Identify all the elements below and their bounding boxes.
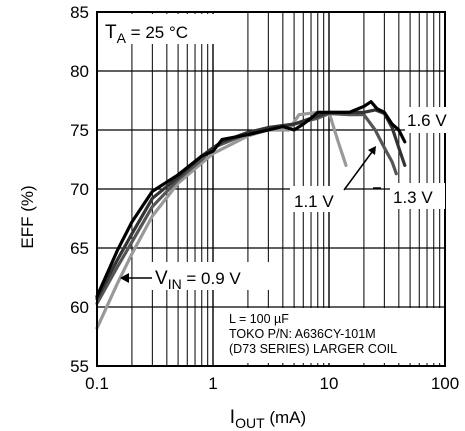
series-lines	[95, 100, 407, 330]
x-tick-0.1: 0.1	[85, 374, 109, 393]
note-line-1: TOKO P/N: A636CY-101M	[229, 327, 376, 341]
x-tick-labels: 0.1 1 10 100	[85, 374, 459, 393]
y-axis-title-text: EFF (%)	[18, 185, 37, 248]
series-annotations: VIN = 0.9 V 1.1 V 1.3 V 1.6 V	[120, 107, 457, 292]
note-line-0: L = 100 µF	[229, 312, 289, 326]
y-tick-75: 75	[70, 121, 89, 140]
vin-label-background	[150, 262, 275, 290]
x-tick-1: 1	[208, 374, 217, 393]
y-tick-70: 70	[70, 180, 89, 199]
y-tick-labels: 55 60 65 70 75 80 85	[70, 3, 89, 376]
condition-main: T	[105, 22, 117, 43]
vin-arrow-head	[120, 273, 129, 283]
y-axis-title: EFF (%)	[18, 185, 37, 248]
note-line-2: (D73 SERIES) LARGER COIL	[229, 342, 397, 356]
label-1v1-arrow-shaft	[343, 151, 373, 191]
y-tick-65: 65	[70, 239, 89, 258]
label-1v6: 1.6 V	[407, 111, 447, 130]
label-1v6-background	[405, 107, 457, 133]
y-tick-80: 80	[70, 62, 89, 81]
x-axis-title-main: I	[230, 407, 235, 428]
vin-label-sub: IN	[168, 276, 182, 292]
condition-sub: A	[117, 30, 127, 46]
vin-label-main: V	[155, 268, 168, 289]
label-1v3-background	[390, 183, 445, 209]
temperature-condition: TA = 25 °C	[99, 14, 217, 46]
x-tick-100: 100	[431, 374, 459, 393]
x-axis-title: IOUT (mA)	[230, 407, 306, 431]
y-tick-55: 55	[70, 357, 89, 376]
vin-label: VIN = 0.9 V	[155, 268, 241, 292]
x-axis-title-unit: (mA)	[265, 408, 307, 427]
label-1v3: 1.3 V	[393, 188, 433, 207]
condition-value: = 25 °C	[126, 23, 188, 42]
label-1v1-arrow-head	[368, 146, 376, 155]
vin-label-rest: = 0.9 V	[182, 269, 242, 288]
y-tick-85: 85	[70, 3, 89, 22]
x-tick-10: 10	[320, 374, 339, 393]
notes-background	[226, 308, 442, 363]
condition-text: TA = 25 °C	[105, 22, 188, 46]
label-1v1: 1.1 V	[294, 192, 334, 211]
x-axis-title-sub: OUT	[235, 415, 265, 431]
label-1v1-background	[290, 186, 345, 212]
series-line-16	[95, 100, 407, 298]
y-tick-60: 60	[70, 298, 89, 317]
condition-background	[99, 14, 217, 44]
